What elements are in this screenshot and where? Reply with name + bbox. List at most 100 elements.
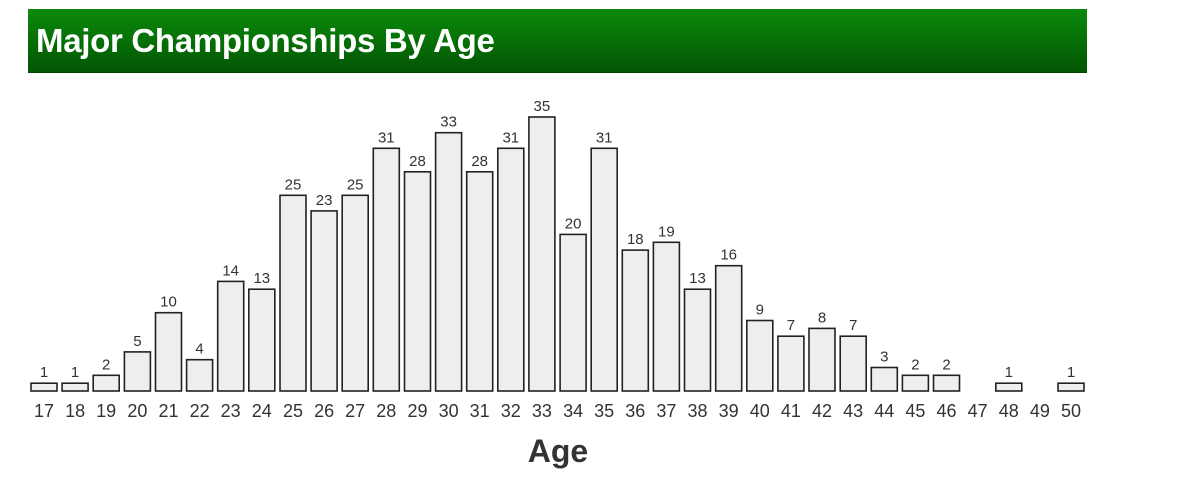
bar-age-45 bbox=[901, 374, 930, 392]
bar-age-37 bbox=[652, 241, 681, 392]
bar-age-19 bbox=[92, 374, 120, 392]
bar-age-34 bbox=[559, 233, 587, 392]
x-tick-label-25: 25 bbox=[283, 401, 303, 421]
value-label-age-45: 2 bbox=[911, 356, 919, 373]
x-tick-label-34: 34 bbox=[563, 401, 583, 421]
bar-age-33 bbox=[528, 116, 556, 392]
value-label-age-41: 7 bbox=[787, 317, 795, 334]
chart-title: Major Championships By Age bbox=[36, 22, 495, 59]
value-label-age-30: 33 bbox=[440, 114, 457, 131]
value-label-age-26: 23 bbox=[316, 192, 333, 209]
value-label-age-33: 35 bbox=[534, 98, 551, 115]
x-tick-label-19: 19 bbox=[96, 401, 116, 421]
value-label-age-22: 4 bbox=[195, 341, 203, 358]
x-tick-label-45: 45 bbox=[905, 401, 925, 421]
bar-age-29 bbox=[403, 171, 432, 392]
value-label-age-36: 18 bbox=[627, 231, 644, 248]
value-label-age-35: 31 bbox=[596, 129, 613, 146]
x-tick-label-42: 42 bbox=[812, 401, 832, 421]
x-tick-label-40: 40 bbox=[750, 401, 770, 421]
x-tick-label-26: 26 bbox=[314, 401, 334, 421]
value-label-age-23: 14 bbox=[222, 262, 239, 279]
bar-age-31 bbox=[465, 171, 494, 392]
x-tick-label-50: 50 bbox=[1061, 401, 1081, 421]
x-tick-label-36: 36 bbox=[625, 401, 645, 421]
x-tick-label-30: 30 bbox=[439, 401, 459, 421]
bars-group bbox=[30, 116, 1085, 392]
value-label-age-18: 1 bbox=[71, 364, 79, 381]
bar-age-39 bbox=[714, 264, 743, 392]
bar-age-27 bbox=[341, 194, 370, 392]
bar-age-40 bbox=[745, 319, 774, 392]
x-tick-label-39: 39 bbox=[719, 401, 739, 421]
value-label-age-42: 8 bbox=[818, 309, 826, 326]
x-tick-label-43: 43 bbox=[843, 401, 863, 421]
bar-age-32 bbox=[496, 147, 525, 392]
bar-age-50 bbox=[1057, 382, 1085, 392]
x-tick-labels-group: 17 18 19 20 21 22 23 24 25 26 27 28 29 30 31 32 33 34 35 36… bbox=[34, 401, 1081, 421]
value-label-age-43: 7 bbox=[849, 317, 857, 334]
bar-age-38 bbox=[683, 288, 712, 392]
chart-header: Major Championships By Age bbox=[28, 9, 1087, 73]
bar-age-23 bbox=[216, 280, 245, 392]
value-label-age-17: 1 bbox=[40, 364, 48, 381]
x-tick-label-44: 44 bbox=[874, 401, 894, 421]
value-label-age-27: 25 bbox=[347, 176, 364, 193]
bar-age-25 bbox=[279, 194, 307, 392]
bar-age-42 bbox=[808, 327, 836, 392]
x-tick-label-32: 32 bbox=[501, 401, 521, 421]
x-tick-label-38: 38 bbox=[687, 401, 707, 421]
bar-age-44 bbox=[870, 366, 899, 392]
value-label-age-46: 2 bbox=[942, 356, 950, 373]
bar-age-24 bbox=[248, 288, 276, 392]
x-tick-label-18: 18 bbox=[65, 401, 85, 421]
x-tick-label-47: 47 bbox=[968, 401, 988, 421]
x-tick-label-21: 21 bbox=[158, 401, 178, 421]
bar-age-46 bbox=[932, 374, 961, 392]
bar-age-22 bbox=[185, 358, 214, 392]
value-label-age-37: 19 bbox=[658, 223, 675, 240]
x-tick-label-37: 37 bbox=[656, 401, 676, 421]
value-label-age-24: 13 bbox=[253, 270, 270, 287]
x-tick-label-29: 29 bbox=[407, 401, 427, 421]
value-label-age-31: 28 bbox=[471, 153, 488, 170]
value-label-age-19: 2 bbox=[102, 356, 110, 373]
x-tick-label-48: 48 bbox=[999, 401, 1019, 421]
x-tick-label-28: 28 bbox=[376, 401, 396, 421]
x-tick-label-20: 20 bbox=[127, 401, 147, 421]
value-label-age-20: 5 bbox=[133, 333, 141, 350]
value-label-age-40: 9 bbox=[756, 302, 764, 319]
value-label-age-50: 1 bbox=[1067, 364, 1075, 381]
x-tick-label-24: 24 bbox=[252, 401, 272, 421]
x-tick-label-27: 27 bbox=[345, 401, 365, 421]
bar-age-48 bbox=[994, 382, 1023, 392]
x-tick-label-23: 23 bbox=[221, 401, 241, 421]
bar-age-17 bbox=[30, 382, 58, 392]
x-tick-label-41: 41 bbox=[781, 401, 801, 421]
value-label-age-34: 20 bbox=[565, 215, 582, 232]
value-label-age-29: 28 bbox=[409, 153, 426, 170]
value-label-age-44: 3 bbox=[880, 349, 888, 366]
bar-age-43 bbox=[839, 335, 868, 392]
x-tick-label-31: 31 bbox=[470, 401, 490, 421]
value-label-age-28: 31 bbox=[378, 129, 395, 146]
value-label-age-48: 1 bbox=[1005, 364, 1013, 381]
x-tick-label-46: 46 bbox=[936, 401, 956, 421]
value-label-age-32: 31 bbox=[502, 129, 519, 146]
bar-age-35 bbox=[590, 147, 619, 392]
bar-age-28 bbox=[372, 147, 401, 392]
bar-age-30 bbox=[434, 131, 463, 392]
value-label-age-25: 25 bbox=[285, 176, 302, 193]
x-tick-label-33: 33 bbox=[532, 401, 552, 421]
bar-age-21 bbox=[154, 311, 183, 392]
bar-age-41 bbox=[777, 335, 805, 392]
x-tick-label-35: 35 bbox=[594, 401, 614, 421]
x-tick-label-17: 17 bbox=[34, 401, 54, 421]
bar-age-18 bbox=[61, 382, 89, 392]
value-label-age-21: 10 bbox=[160, 294, 177, 311]
x-tick-label-49: 49 bbox=[1030, 401, 1050, 421]
x-axis-title: Age bbox=[528, 433, 588, 469]
